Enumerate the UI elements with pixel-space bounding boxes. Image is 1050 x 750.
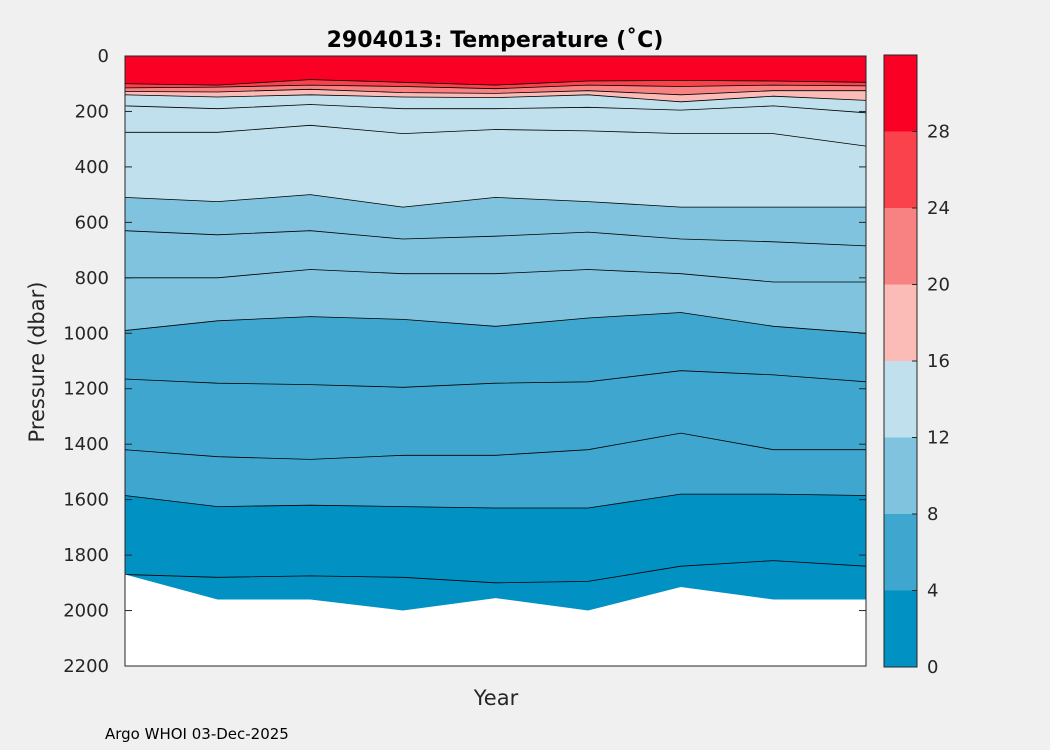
plot-frame: [124, 55, 867, 667]
y-tick-label: 1200: [63, 379, 109, 400]
contour-line-11: [124, 230, 867, 247]
contour-line-14: [125, 124, 867, 147]
contour-line-28: [124, 79, 867, 86]
colorbar-tick-label: 24: [927, 198, 950, 219]
y-tick-label: 0: [98, 46, 109, 67]
footer-credit: Argo WHOI 03-Dec-2025: [105, 725, 289, 743]
colorbar-tick-label: 8: [927, 504, 938, 525]
y-tick-label: 1400: [63, 434, 109, 455]
plot-area: [124, 55, 867, 667]
contour-line-15: [124, 104, 867, 114]
contour-line-8: [124, 312, 867, 334]
y-axis: 0 200 400 600 800 1000 1200 1400 1600 1800 2000 220…: [63, 46, 866, 677]
contour-line-12: [124, 194, 866, 208]
chart-title: 2904013: Temperature (˚C): [327, 28, 664, 53]
y-tick-label: 1800: [63, 545, 109, 566]
no-data-region: [125, 574, 866, 666]
x-axis-label: Year: [473, 686, 519, 710]
colorbar-tick-label: 0: [927, 657, 938, 678]
contour-line-20: [124, 88, 866, 96]
y-tick-label: 1600: [63, 490, 109, 511]
colorbar: 0 4 8 12 16 20 24 28: [883, 54, 950, 678]
colorbar-tick-label: 16: [927, 351, 950, 372]
colorbar-segment: [884, 437, 917, 514]
y-tick-label: 600: [75, 212, 109, 233]
colorbar-tick-label: 12: [927, 428, 950, 449]
colorbar-tick-label: 4: [927, 581, 938, 602]
y-tick-label: 400: [75, 157, 109, 178]
colorbar-segment: [884, 590, 917, 667]
y-tick-label: 1000: [63, 323, 109, 344]
colorbar-segment: [884, 131, 917, 208]
y-tick-label: 200: [75, 101, 109, 122]
colorbar-tick-label: 20: [927, 275, 950, 296]
contour-line-10: [125, 269, 866, 283]
colorbar-segment: [884, 284, 917, 361]
y-tick-label: 800: [75, 268, 109, 289]
y-tick-label: 2000: [63, 601, 109, 622]
colorbar-segment: [884, 361, 917, 438]
colorbar-segment: [884, 514, 917, 591]
y-axis-label: Pressure (dbar): [25, 282, 49, 443]
contour-line-16: [124, 94, 867, 103]
contour-line-5: [124, 432, 866, 460]
contour-line-6: [124, 370, 867, 388]
contour-line-3: [124, 560, 867, 584]
colorbar-segment: [884, 55, 917, 132]
y-tick-label: 2200: [63, 656, 109, 677]
colorbar-segment: [884, 208, 917, 285]
contour-line-4: [124, 493, 867, 509]
contour-line-24: [124, 84, 867, 90]
colorbar-tick-label: 28: [927, 122, 950, 143]
